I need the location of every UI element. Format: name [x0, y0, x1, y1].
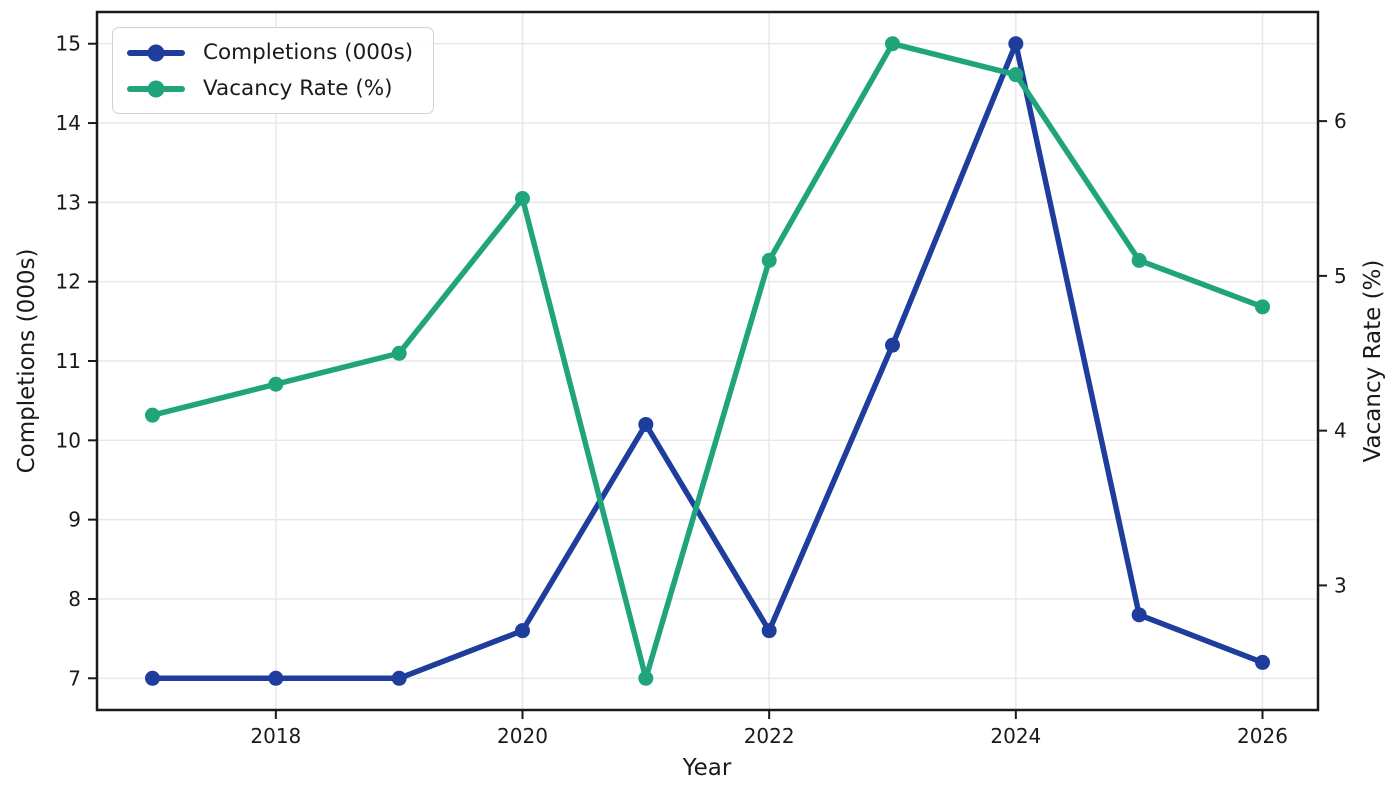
vacancy-line-swatch	[127, 80, 185, 97]
vacancy-data-point	[515, 190, 530, 206]
left-axis-title: Completions (000s)	[14, 248, 40, 474]
right-axis-tick-label: 4	[1334, 419, 1347, 443]
right-axis-title: Vacancy Rate (%)	[1360, 259, 1386, 463]
left-axis-tick-label: 8	[68, 587, 81, 611]
completions-data-point	[1255, 654, 1270, 670]
x-axis-title: Year	[682, 755, 732, 781]
vacancy-data-point	[761, 252, 777, 268]
left-axis-tick-label: 9	[68, 508, 81, 532]
legend-item-completions: Completions (000s)	[127, 40, 413, 65]
legend-item-vacancy: Vacancy Rate (%)	[127, 76, 413, 101]
completions-data-point	[391, 670, 407, 686]
right-axis-tick-label: 6	[1334, 109, 1347, 133]
left-axis-tick-label: 12	[56, 270, 81, 294]
vacancy-data-point	[885, 36, 900, 52]
vacancy-data-point	[145, 407, 160, 423]
x-axis-tick-label: 2022	[744, 724, 795, 748]
left-axis-tick-label: 10	[56, 428, 81, 452]
vacancy-marker-icon	[147, 80, 165, 97]
completions-data-point	[761, 623, 777, 639]
x-axis-tick-label: 2018	[250, 724, 301, 748]
legend-label-vacancy: Vacancy Rate (%)	[203, 76, 393, 101]
left-axis-tick-label: 7	[68, 666, 81, 690]
legend: Completions (000s) Vacancy Rate (%)	[112, 27, 435, 114]
completions-line-swatch	[127, 44, 185, 61]
completions-data-point	[638, 416, 654, 432]
x-axis-tick-label: 2020	[497, 724, 548, 748]
left-axis-tick-label: 14	[56, 111, 81, 135]
completions-marker-icon	[147, 44, 165, 61]
left-axis-tick-label: 15	[56, 32, 81, 56]
vacancy-data-point	[391, 345, 407, 361]
vacancy-data-point	[638, 670, 654, 686]
vacancy-data-point	[1131, 252, 1147, 268]
vacancy-data-point	[1008, 67, 1024, 83]
completions-data-point	[1131, 607, 1147, 623]
vacancy-data-point	[1255, 299, 1270, 315]
vacancy-line	[149, 40, 1266, 682]
right-axis-tick-label: 5	[1334, 264, 1347, 288]
right-axis-tick-label: 3	[1334, 573, 1347, 597]
completions-line	[149, 40, 1266, 682]
left-axis-tick-label: 11	[56, 349, 81, 373]
completions-data-point	[885, 337, 900, 353]
legend-label-completions: Completions (000s)	[203, 40, 414, 65]
vacancy-data-point	[268, 376, 284, 392]
completions-data-point	[1008, 36, 1024, 52]
x-axis-tick-label: 2024	[990, 724, 1041, 748]
x-axis-tick-label: 2026	[1237, 724, 1288, 748]
completions-data-point	[145, 670, 160, 686]
completions-data-point	[268, 670, 284, 686]
completions-data-point	[515, 623, 530, 639]
plot-border	[95, 10, 1320, 712]
left-axis-tick-label: 13	[56, 190, 81, 214]
